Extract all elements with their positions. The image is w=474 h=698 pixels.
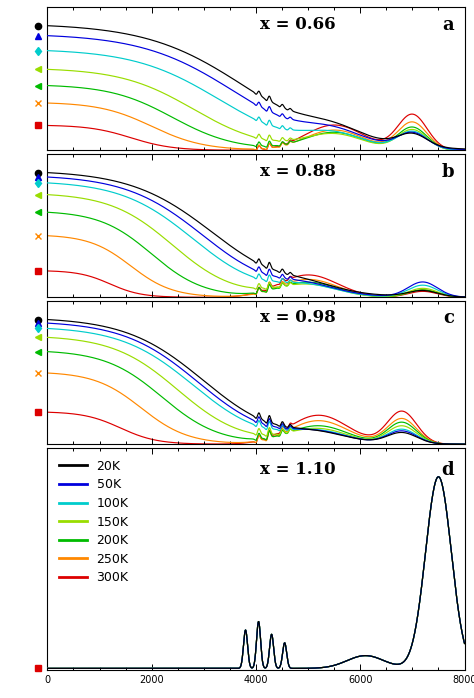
Text: x = 1.10: x = 1.10 (260, 461, 336, 478)
Text: b: b (441, 163, 454, 181)
Text: a: a (442, 15, 454, 34)
Text: x = 0.88: x = 0.88 (260, 163, 336, 179)
Text: d: d (441, 461, 454, 479)
Legend: 20K, 50K, 100K, 150K, 200K, 250K, 300K: 20K, 50K, 100K, 150K, 200K, 250K, 300K (54, 454, 134, 589)
Text: x = 0.66: x = 0.66 (260, 15, 336, 33)
Text: x = 0.98: x = 0.98 (260, 309, 336, 327)
Text: c: c (443, 309, 454, 327)
